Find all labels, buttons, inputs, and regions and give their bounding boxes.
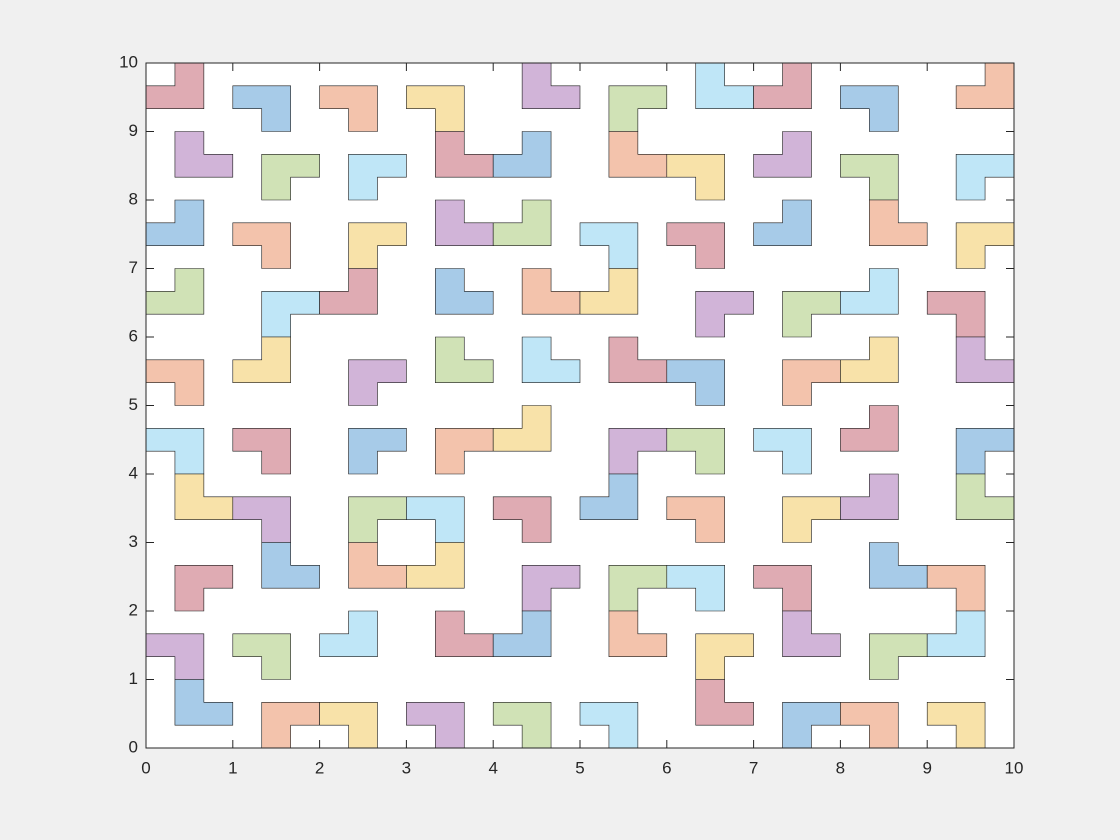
y-tick-label: 1 — [129, 669, 138, 688]
x-tick-label: 4 — [488, 758, 497, 777]
tile — [666, 222, 725, 269]
x-tick-label: 7 — [749, 758, 758, 777]
tile — [406, 542, 465, 589]
tile — [348, 154, 407, 201]
x-tick-label: 0 — [141, 758, 150, 777]
tile — [695, 291, 754, 338]
tile — [840, 405, 899, 452]
y-tick-label: 4 — [129, 463, 138, 482]
tile — [261, 542, 320, 589]
x-tick-label: 1 — [228, 758, 237, 777]
tile — [174, 679, 234, 726]
tile — [666, 359, 725, 406]
tile — [840, 85, 899, 132]
tile — [869, 199, 928, 246]
tile — [492, 131, 552, 178]
y-tick-label: 7 — [129, 258, 138, 277]
tile — [319, 85, 378, 132]
tile — [435, 268, 494, 315]
tile — [319, 268, 378, 315]
tile — [174, 131, 234, 178]
tile — [232, 85, 291, 132]
tile — [666, 428, 725, 475]
x-tick-label: 5 — [575, 758, 584, 777]
y-tick-label: 9 — [129, 121, 138, 140]
tile — [492, 405, 552, 452]
tile — [348, 428, 407, 475]
x-tick-label: 9 — [922, 758, 931, 777]
tile — [840, 473, 899, 520]
tile — [666, 565, 725, 612]
tile — [492, 199, 552, 246]
tile — [782, 610, 841, 657]
y-tick-label: 5 — [129, 395, 138, 414]
x-tick-label: 3 — [402, 758, 411, 777]
tile — [435, 336, 494, 383]
tile — [753, 131, 812, 178]
tile — [753, 199, 812, 246]
tile — [926, 610, 986, 657]
y-tick-label: 3 — [129, 532, 138, 551]
tile — [232, 428, 291, 475]
tile — [608, 610, 668, 657]
tile — [232, 633, 291, 680]
tile — [319, 610, 378, 657]
tile — [579, 268, 639, 315]
y-tick-label: 6 — [129, 326, 138, 345]
x-tick-label: 2 — [315, 758, 324, 777]
y-tick-label: 8 — [129, 189, 138, 208]
x-tick-label: 6 — [662, 758, 671, 777]
tile — [840, 268, 899, 315]
tile — [521, 336, 581, 383]
tile — [579, 473, 639, 520]
tile — [666, 154, 725, 201]
tile — [695, 679, 754, 726]
tile — [753, 428, 812, 475]
tile — [232, 222, 291, 269]
x-tick-label: 10 — [1005, 758, 1024, 777]
y-tick-label: 2 — [129, 600, 138, 619]
tile — [666, 496, 725, 543]
tile — [348, 359, 407, 406]
y-tick-label: 0 — [129, 737, 138, 756]
tile — [174, 565, 234, 612]
tile — [232, 336, 291, 383]
tile — [840, 336, 899, 383]
tile — [492, 610, 552, 657]
x-tick-label: 8 — [836, 758, 845, 777]
tile — [492, 496, 552, 543]
tile — [261, 154, 320, 201]
y-tick-label: 10 — [119, 52, 138, 71]
